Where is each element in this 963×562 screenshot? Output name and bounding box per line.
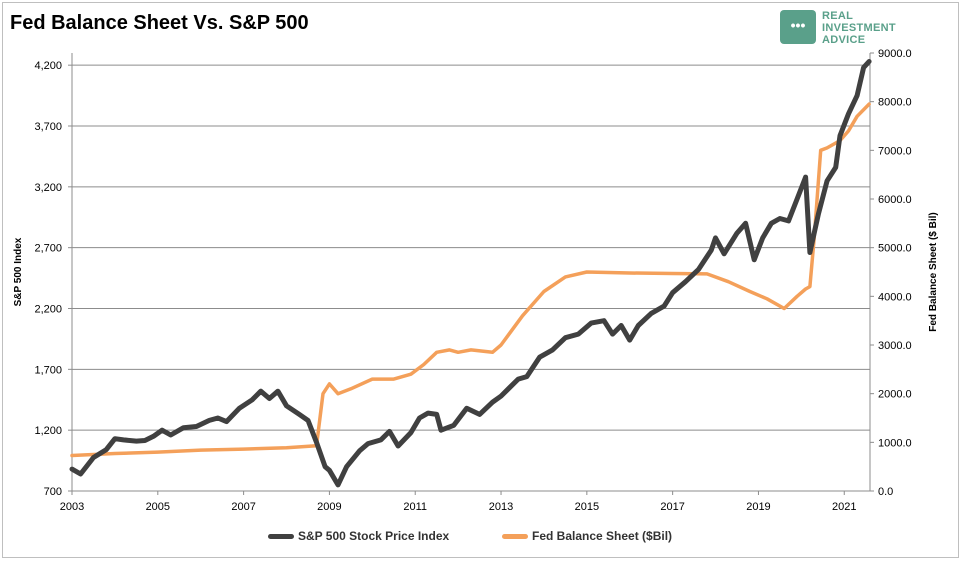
y-right-tick-label-2: 2000.0 [878, 389, 912, 401]
y-right-tick-label-8: 8000.0 [878, 97, 912, 109]
y-right-tick-label-1: 1000.0 [878, 437, 912, 449]
legend-swatch-fed [502, 533, 528, 539]
x-tick-label-2: 2007 [231, 501, 255, 513]
y-right-tick-label-9: 9000.0 [878, 48, 912, 60]
y-right-axis-title: Fed Balance Sheet ($ Bil) [928, 212, 939, 331]
x-tick-label-7: 2017 [660, 501, 684, 513]
y-left-tick-label-2: 1,700 [34, 364, 62, 376]
y-left-tick-label-7: 4,200 [34, 60, 62, 72]
logo-text-line3: ADVICE [822, 34, 866, 46]
legend-item-fed: Fed Balance Sheet ($Bil) [502, 526, 672, 546]
series-line-sp500 [69, 59, 872, 488]
logo-text-line2: INVESTMENT [822, 22, 896, 34]
x-tick-label-0: 2003 [60, 501, 84, 513]
brand-logo: ••• REAL INVESTMENT ADVICE [780, 8, 920, 48]
speech-bubble-icon: ••• [790, 17, 806, 33]
y-left-tick-label-5: 3,200 [34, 182, 62, 194]
chart-title: Fed Balance Sheet Vs. S&P 500 [10, 12, 309, 34]
y-left-tick-label-3: 2,200 [34, 304, 62, 316]
legend-label-fed: Fed Balance Sheet ($Bil) [532, 529, 673, 543]
y-right-tick-label-0: 0.0 [878, 486, 893, 498]
series-line-fed-balance-sheet [70, 102, 871, 458]
x-tick-label-3: 2009 [317, 501, 341, 513]
x-tick-label-5: 2013 [489, 501, 513, 513]
logo-text-line1: REAL [822, 10, 854, 22]
legend-item-sp500: S&P 500 Stock Price Index [268, 526, 449, 546]
y-left-axis-title: S&P 500 Index [13, 237, 24, 306]
y-left-tick-label-1: 1,200 [34, 425, 62, 437]
x-tick-label-9: 2021 [832, 501, 856, 513]
y-right-tick-label-3: 3000.0 [878, 340, 912, 352]
x-tick-label-4: 2011 [403, 501, 427, 513]
logo-badge-icon: ••• [780, 10, 816, 44]
x-tick-label-1: 2005 [146, 501, 170, 513]
legend-swatch-sp500 [268, 533, 294, 539]
y-right-tick-label-7: 7000.0 [878, 145, 912, 157]
y-right-tick-label-5: 5000.0 [878, 243, 912, 255]
legend-label-sp500: S&P 500 Stock Price Index [298, 529, 450, 543]
y-right-tick-label-6: 6000.0 [878, 194, 912, 206]
x-tick-label-6: 2015 [575, 501, 599, 513]
y-left-tick-label-0: 700 [44, 486, 62, 498]
y-left-tick-label-6: 3,700 [34, 121, 62, 133]
y-left-tick-label-4: 2,700 [34, 243, 62, 255]
legend: S&P 500 Stock Price Index Fed Balance Sh… [0, 526, 963, 546]
x-tick-label-8: 2019 [746, 501, 770, 513]
y-right-tick-label-4: 4000.0 [878, 291, 912, 303]
